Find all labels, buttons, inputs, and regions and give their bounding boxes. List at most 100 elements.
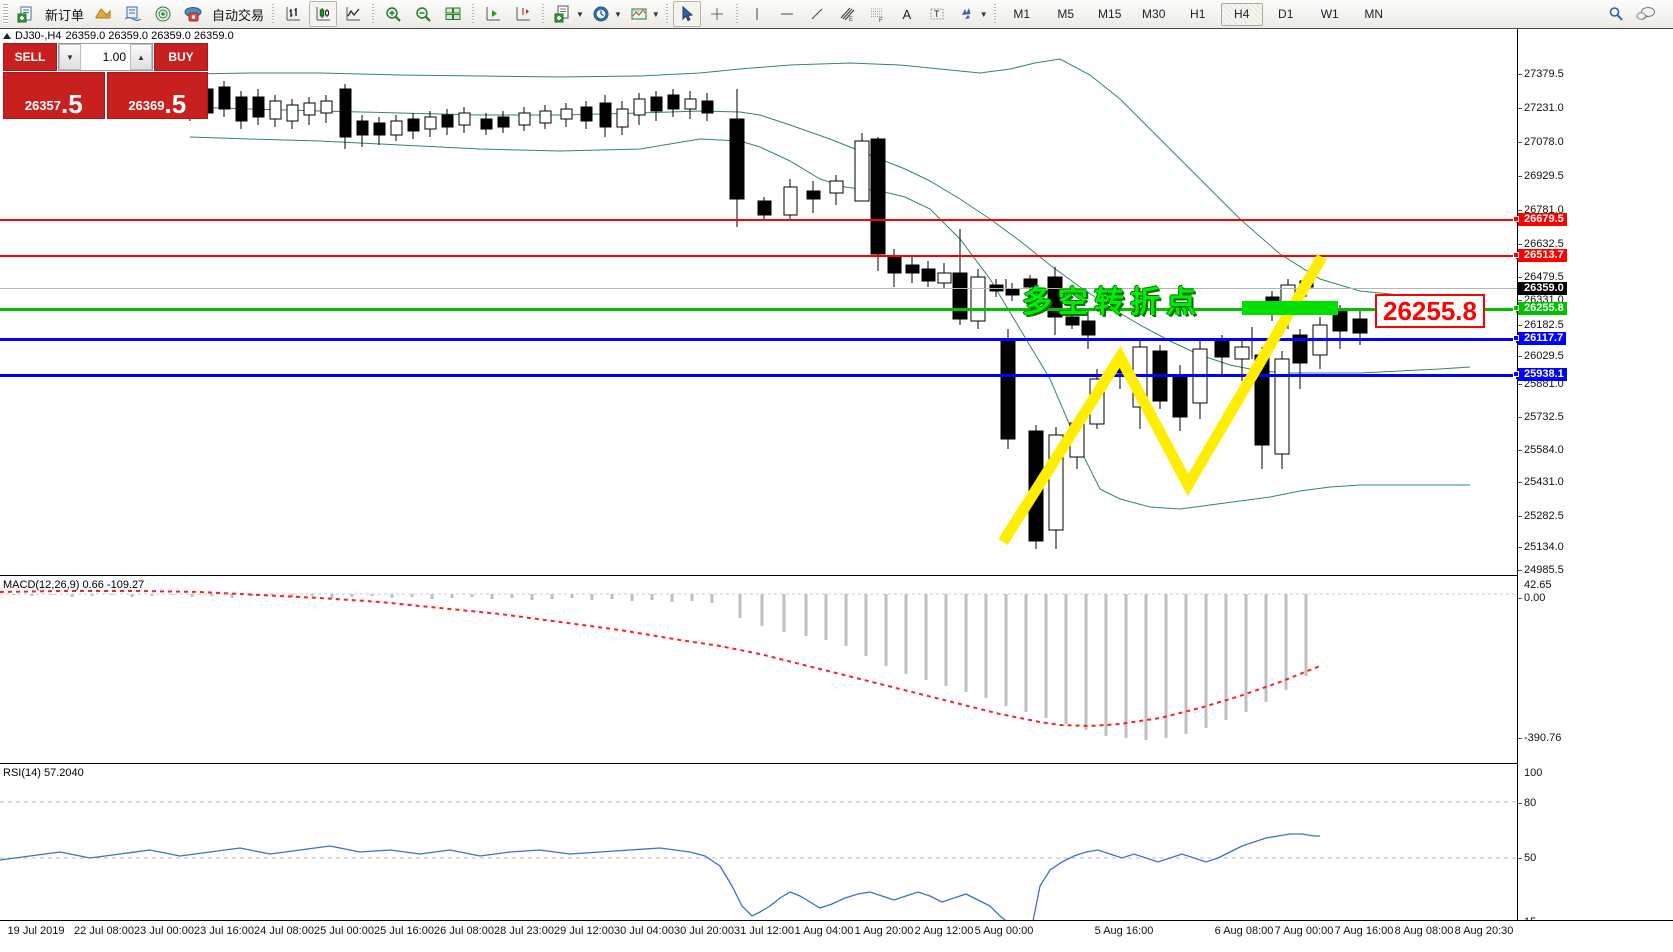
- price-tick: 27078.0: [1518, 137, 1564, 148]
- time-tick: 1 Aug 04:00: [794, 925, 854, 937]
- periods-dropdown-caret[interactable]: ▼: [613, 9, 622, 19]
- badge-label: 26679.5: [1524, 213, 1564, 225]
- price-scale[interactable]: 27379.5 27231.0 27078.0 26929.5 26781.0 …: [1513, 29, 1673, 952]
- macd-pane[interactable]: MACD(12,26,9) 0.66 -109.27: [0, 578, 1517, 762]
- toolbar-separator-5: [665, 4, 668, 24]
- indicators-dropdown-caret[interactable]: ▼: [651, 9, 660, 19]
- time-tick: 5 Aug 16:00: [1094, 925, 1154, 937]
- volume-input-group[interactable]: ▼ 1.00 ▲: [58, 43, 153, 71]
- sell-price-display[interactable]: 26357 .5: [3, 72, 105, 119]
- fibonacci-icon[interactable]: F: [863, 1, 891, 27]
- bar-chart-icon[interactable]: [279, 1, 307, 27]
- new-order-icon[interactable]: [12, 1, 40, 27]
- tick-label: 26781.0: [1524, 204, 1564, 216]
- price-tick: 26029.5: [1518, 351, 1564, 362]
- indicator-list-icon[interactable]: [89, 1, 117, 27]
- sell-button[interactable]: SELL: [3, 43, 57, 71]
- timeframe-m1[interactable]: M1: [1013, 7, 1031, 21]
- chat-icon[interactable]: [1632, 1, 1660, 27]
- zoom-in-icon[interactable]: [379, 1, 407, 27]
- label-icon[interactable]: T: [923, 1, 951, 27]
- timeframe-mn[interactable]: MN: [1364, 7, 1384, 21]
- equidistant-channel-icon[interactable]: E: [833, 1, 861, 27]
- time-tick: 7 Aug 00:00: [1274, 925, 1334, 937]
- zoom-out-icon[interactable]: [409, 1, 437, 27]
- price-badge-support-1[interactable]: 26117.7: [1513, 332, 1567, 345]
- candlestick-chart-icon[interactable]: [309, 1, 338, 27]
- toolbar-separator-6: [735, 4, 738, 24]
- volume-increment-button[interactable]: ▲: [130, 44, 152, 70]
- time-tick: 29 Jul 12:00: [554, 925, 614, 937]
- templates-icon[interactable]: [549, 1, 577, 27]
- tick-label: 26331.0: [1524, 294, 1564, 306]
- chart-area[interactable]: 多空转折点 26255.8 DJ30-,H4 26359.0 26359.0 2…: [0, 28, 1673, 952]
- buy-price-display[interactable]: 26369 .5: [106, 72, 208, 119]
- time-axis[interactable]: 19 Jul 2019 22 Jul 08:00 23 Jul 00:00 23…: [0, 920, 1673, 949]
- timeframe-h4[interactable]: H4: [1220, 2, 1263, 26]
- price-tick: 25732.5: [1518, 412, 1564, 423]
- objects-dropdown-caret[interactable]: ▼: [979, 9, 988, 19]
- rsi-line: [0, 833, 1320, 931]
- tick-label: 24985.5: [1524, 564, 1564, 576]
- timeframe-h1[interactable]: H1: [1190, 7, 1206, 21]
- price-badge-resistance-1[interactable]: 26679.5: [1513, 213, 1567, 226]
- macd-tick-high: 42.65: [1518, 580, 1552, 591]
- price-tick: 26331.0: [1518, 295, 1564, 306]
- timeframe-w1[interactable]: W1: [1320, 7, 1339, 21]
- sell-price-integer: 26357: [24, 98, 61, 113]
- tick-label: 42.65: [1524, 579, 1552, 591]
- price-badge-pivot[interactable]: 26255.8: [1513, 302, 1567, 315]
- objects-icon[interactable]: [953, 1, 981, 27]
- rsi-pane[interactable]: RSI(14) 57.2040: [0, 766, 1517, 949]
- tick-label: 80: [1524, 797, 1537, 809]
- timeframe-m15[interactable]: M15: [1098, 7, 1122, 21]
- data-window-icon[interactable]: [119, 1, 147, 27]
- macd-chart-svg: [0, 590, 1517, 740]
- tick-label: -390.76: [1524, 732, 1562, 744]
- price-pane[interactable]: 多空转折点 26255.8 DJ30-,H4 26359.0 26359.0 2…: [0, 29, 1517, 574]
- indicators-icon[interactable]: [625, 1, 653, 27]
- search-icon[interactable]: [1602, 1, 1630, 27]
- toolbar-separator-2: [372, 4, 375, 24]
- scroll-end-icon[interactable]: [479, 1, 507, 27]
- price-tick: 24985.5: [1518, 565, 1564, 576]
- templates-dropdown-caret[interactable]: ▼: [576, 9, 584, 19]
- vline-icon[interactable]: [743, 1, 771, 27]
- timeframe-m30[interactable]: M30: [1142, 7, 1166, 21]
- one-click-trading-panel[interactable]: SELL ▼ 1.00 ▲ BUY 26357 .5 26369: [3, 43, 208, 119]
- price-tick: 27379.5: [1518, 69, 1564, 80]
- rsi-pane-divider: [0, 763, 1673, 764]
- text-icon[interactable]: A: [902, 6, 912, 22]
- price-badge-resistance-2[interactable]: 26513.7: [1513, 249, 1567, 262]
- trendline-icon[interactable]: [803, 1, 831, 27]
- line-chart-icon[interactable]: [339, 1, 367, 27]
- tick-label: 0.00: [1524, 592, 1546, 604]
- volume-value[interactable]: 1.00: [81, 44, 130, 70]
- price-tick: 26781.0: [1518, 205, 1564, 216]
- buy-button[interactable]: BUY: [154, 43, 208, 71]
- cursor-icon[interactable]: [672, 1, 701, 27]
- chart-shift-icon[interactable]: [509, 1, 537, 27]
- tick-label: 100: [1524, 767, 1543, 779]
- rsi-tick-50: 50: [1518, 853, 1536, 864]
- price-badge-current: 26359.0: [1518, 282, 1567, 295]
- time-tick: 30 Jul 04:00: [614, 925, 674, 937]
- crosshair-icon[interactable]: [703, 1, 731, 27]
- macd-histogram: [12, 594, 1308, 740]
- price-badge-support-2[interactable]: 25938.1: [1513, 368, 1567, 381]
- periods-icon[interactable]: [587, 1, 615, 27]
- svg-text:E: E: [849, 17, 853, 23]
- autotrade-label[interactable]: 自动交易: [212, 7, 265, 23]
- hline-icon[interactable]: [773, 1, 801, 27]
- navigator-icon[interactable]: [149, 1, 177, 27]
- trade-panel-price-row: 26357 .5 26369 .5: [3, 72, 208, 119]
- time-tick: 30 Jul 20:00: [674, 925, 734, 937]
- tile-windows-icon[interactable]: [439, 1, 467, 27]
- timeframe-d1[interactable]: D1: [1278, 7, 1294, 21]
- collapse-triangle-icon[interactable]: [3, 33, 11, 39]
- volume-dropdown-button[interactable]: ▼: [59, 44, 81, 70]
- autotrade-icon[interactable]: [179, 1, 207, 27]
- toolbar-grip[interactable]: [2, 4, 8, 24]
- new-order-label[interactable]: 新订单: [45, 7, 85, 23]
- timeframe-m5[interactable]: M5: [1057, 7, 1075, 21]
